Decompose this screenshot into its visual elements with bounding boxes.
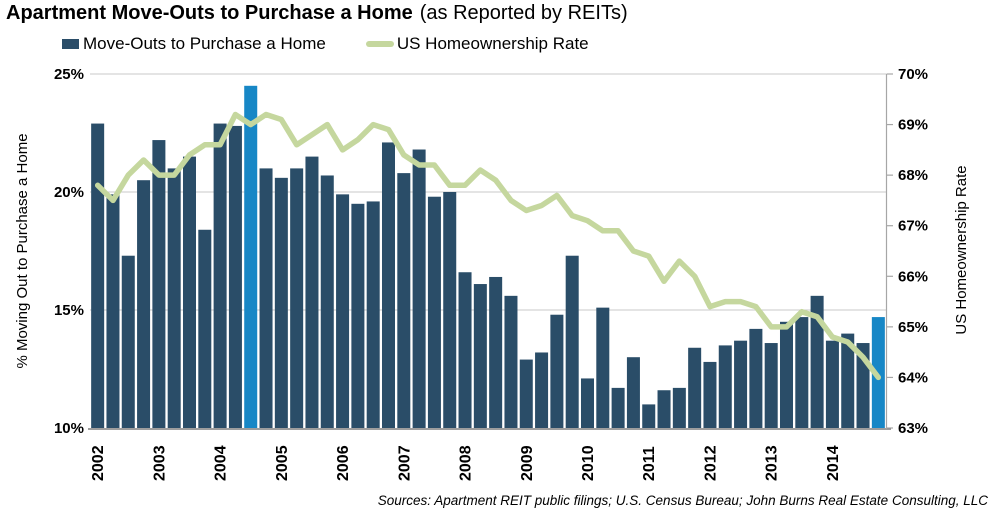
bar-2003-Q3 (182, 156, 196, 428)
left-axis-tick-label: 10% (54, 420, 84, 437)
bar-2002-Q3 (121, 255, 135, 428)
bar-2011-Q4 (688, 347, 702, 428)
right-axis-tick-label: 66% (898, 268, 928, 285)
bar-2007-Q4 (443, 192, 457, 428)
plot-area: 25% 20% 15% 10% 70% 69% 68% 67% 66% 65% 64% 63% 2002… (54, 66, 928, 481)
year-label-2013: 2013 (764, 445, 781, 481)
year-label-2009: 2009 (519, 445, 536, 481)
bar-2008-Q2 (473, 284, 487, 428)
bar-2010-Q1 (580, 378, 594, 428)
left-axis-tick-label: 20% (54, 184, 84, 201)
right-axis-tick-label: 64% (898, 369, 928, 386)
year-label-2006: 2006 (335, 445, 352, 481)
year-label-2002: 2002 (90, 445, 107, 481)
bar-2014-Q2 (841, 333, 855, 428)
bar-2007-Q2 (412, 149, 426, 428)
right-axis-tick-label: 70% (898, 66, 928, 83)
year-label-2010: 2010 (580, 445, 597, 481)
bar-2008-Q4 (504, 295, 518, 428)
bar-2008-Q3 (489, 276, 503, 428)
legend-bar-swatch-icon (62, 39, 79, 49)
bar-2007-Q3 (427, 196, 441, 428)
bar-2010-Q2 (596, 307, 610, 428)
bar-2013-Q4 (810, 295, 824, 428)
bar-2012-Q2 (718, 345, 732, 428)
bar-2012-Q4 (749, 328, 763, 428)
bar-2013-Q2 (779, 321, 793, 428)
bar-2007-Q1 (397, 173, 411, 428)
right-axis-title: US Homeownership Rate (953, 165, 970, 334)
year-label-2012: 2012 (703, 445, 720, 481)
year-label-2008: 2008 (458, 445, 475, 481)
left-axis-title: % Moving Out to Purchase a Home (14, 133, 31, 368)
bar-2003-Q2 (167, 168, 181, 428)
left-axis-tick-label: 15% (54, 302, 84, 319)
bar-2009-Q4 (565, 255, 579, 428)
bar-2005-Q1 (274, 177, 288, 428)
right-axis-tick-label: 63% (898, 420, 928, 437)
bar-2002-Q1 (91, 123, 105, 428)
homeownership-rate-line (94, 111, 882, 381)
legend-line-label: US Homeownership Rate (396, 34, 589, 53)
bar-2014-Q1 (825, 340, 839, 428)
bar-2011-Q1 (642, 404, 656, 428)
right-axis-tick-label: 68% (898, 167, 928, 184)
bar-2009-Q2 (535, 352, 549, 428)
bar-2004-Q2 (228, 125, 242, 429)
year-label-2014: 2014 (825, 445, 842, 481)
right-axis-tick-label: 67% (898, 218, 928, 235)
bar-2006-Q3 (366, 201, 380, 428)
bar-2011-Q3 (672, 387, 686, 428)
chart-title: Apartment Move-Outs to Purchase a Home (a… (6, 2, 628, 25)
bar-2004-Q3 (244, 85, 258, 429)
bar-2012-Q3 (734, 340, 748, 428)
right-axis-tick-label: 69% (898, 117, 928, 134)
bar-2006-Q4 (381, 142, 395, 428)
bar-2005-Q2 (290, 168, 304, 428)
bar-2010-Q3 (611, 387, 625, 428)
legend-bar-label: Move-Outs to Purchase a Home (83, 34, 326, 53)
bar-2013-Q1 (764, 343, 778, 428)
bar-2009-Q3 (550, 314, 564, 428)
chart-title-main: Apartment Move-Outs to Purchase a Home (6, 2, 413, 24)
bar-2014-Q4 (871, 317, 885, 428)
bar-2006-Q2 (351, 203, 365, 428)
bar-2011-Q2 (657, 390, 671, 428)
bar-2005-Q4 (320, 175, 334, 428)
bar-2013-Q3 (795, 317, 809, 428)
chart-title-suffix: (as Reported by REITs) (419, 2, 628, 24)
left-axis-tick-label: 25% (54, 66, 84, 83)
bar-2002-Q4 (137, 180, 151, 428)
bar-2012-Q1 (703, 361, 717, 428)
bar-2004-Q1 (213, 123, 227, 428)
chart-legend: Move-Outs to Purchase a Home US Homeowne… (62, 34, 589, 54)
bar-2003-Q1 (152, 140, 166, 428)
bar-2002-Q2 (106, 194, 120, 428)
year-label-2007: 2007 (396, 445, 413, 481)
year-label-2005: 2005 (274, 445, 291, 481)
bar-2006-Q1 (336, 194, 350, 428)
legend-line-swatch-icon (365, 41, 394, 47)
bar-2005-Q3 (305, 156, 319, 428)
bar-2009-Q1 (519, 359, 533, 428)
bar-2003-Q4 (198, 229, 212, 428)
year-label-2003: 2003 (151, 445, 168, 481)
year-label-2011: 2011 (641, 446, 658, 481)
bar-2010-Q4 (626, 357, 640, 428)
right-axis-tick-label: 65% (898, 319, 928, 336)
year-label-2004: 2004 (213, 445, 230, 481)
source-note: Sources: Apartment REIT public filings; … (377, 493, 988, 508)
bar-2008-Q1 (458, 272, 472, 428)
bar-2004-Q4 (259, 168, 273, 428)
